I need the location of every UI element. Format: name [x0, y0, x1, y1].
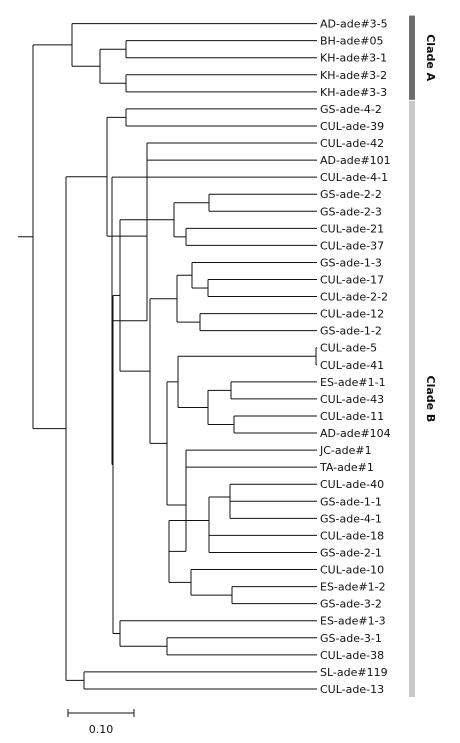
leaf-label: CUL-ade-2-2: [320, 291, 388, 304]
leaf-label: GS-ade-4-1: [320, 512, 382, 525]
leaf-label: ES-ade#1-1: [320, 376, 386, 389]
leaf-label: ES-ade#1-3: [320, 615, 386, 628]
leaf-label: CUL-ade-43: [320, 393, 384, 406]
leaf-label: CUL-ade-11: [320, 410, 384, 423]
leaf-label: CUL-ade-18: [320, 529, 384, 542]
leaf-label: GS-ade-1-2: [320, 325, 382, 338]
clade-a-bar: [409, 15, 415, 100]
leaf-label: GS-ade-3-1: [320, 632, 382, 645]
leaf-label: KH-ade#3-3: [320, 86, 387, 99]
leaf-label: CUL-ade-40: [320, 478, 384, 491]
leaf-label: GS-ade-1-3: [320, 256, 382, 269]
clade-b-label: Clade B: [424, 376, 437, 423]
leaf-label: CUL-ade-12: [320, 308, 384, 321]
leaf-label: CUL-ade-10: [320, 564, 384, 577]
leaf-label: AD-ade#3-5: [320, 18, 388, 31]
clade-a-label: Clade A: [424, 34, 437, 81]
leaf-label: CUL-ade-17: [320, 274, 384, 287]
scale-bar-label: 0.10: [89, 723, 114, 736]
leaf-label: GS-ade-1-1: [320, 495, 382, 508]
scale-bar: 0.10: [67, 709, 135, 736]
leaf-label: KH-ade#3-1: [320, 52, 387, 65]
leaf-label: KH-ade#3-2: [320, 69, 387, 82]
leaf-label: ES-ade#1-2: [320, 581, 386, 594]
leaf-label: CUL-ade-39: [320, 120, 384, 133]
leaf-label: CUL-ade-5: [320, 342, 377, 355]
leaf-label: CUL-ade-42: [320, 137, 384, 150]
leaf-label: CUL-ade-41: [320, 359, 384, 372]
leaf-label: GS-ade-3-2: [320, 598, 382, 611]
clade-bars: Clade A Clade B: [409, 15, 437, 697]
leaf-label: AD-ade#104: [320, 427, 391, 440]
leaf-label: JC-ade#1: [319, 444, 372, 457]
clade-b-bar: [409, 100, 415, 697]
leaf-label: CUL-ade-21: [320, 222, 384, 235]
leaf-label: AD-ade#101: [320, 154, 391, 167]
leaf-label: CUL-ade-38: [320, 649, 384, 662]
leaf-label: CUL-ade-13: [320, 683, 384, 696]
leaf-label: SL-ade#119: [320, 666, 388, 679]
leaf-label: CUL-ade-4-1: [320, 171, 388, 184]
leaf-label: GS-ade-2-3: [320, 205, 382, 218]
leaf-label: GS-ade-2-1: [320, 546, 382, 559]
leaf-label: GS-ade-2-2: [320, 188, 382, 201]
leaf-label: CUL-ade-37: [320, 239, 384, 252]
leaf-label: GS-ade-4-2: [320, 103, 382, 116]
leaf-label: BH-ade#05: [320, 35, 384, 48]
leaf-labels: AD-ade#3-5 BH-ade#05 KH-ade#3-1 KH-ade#3-2 K…: [319, 18, 391, 696]
tree-branches: [18, 23, 317, 690]
leaf-label: TA-ade#1: [319, 461, 374, 474]
